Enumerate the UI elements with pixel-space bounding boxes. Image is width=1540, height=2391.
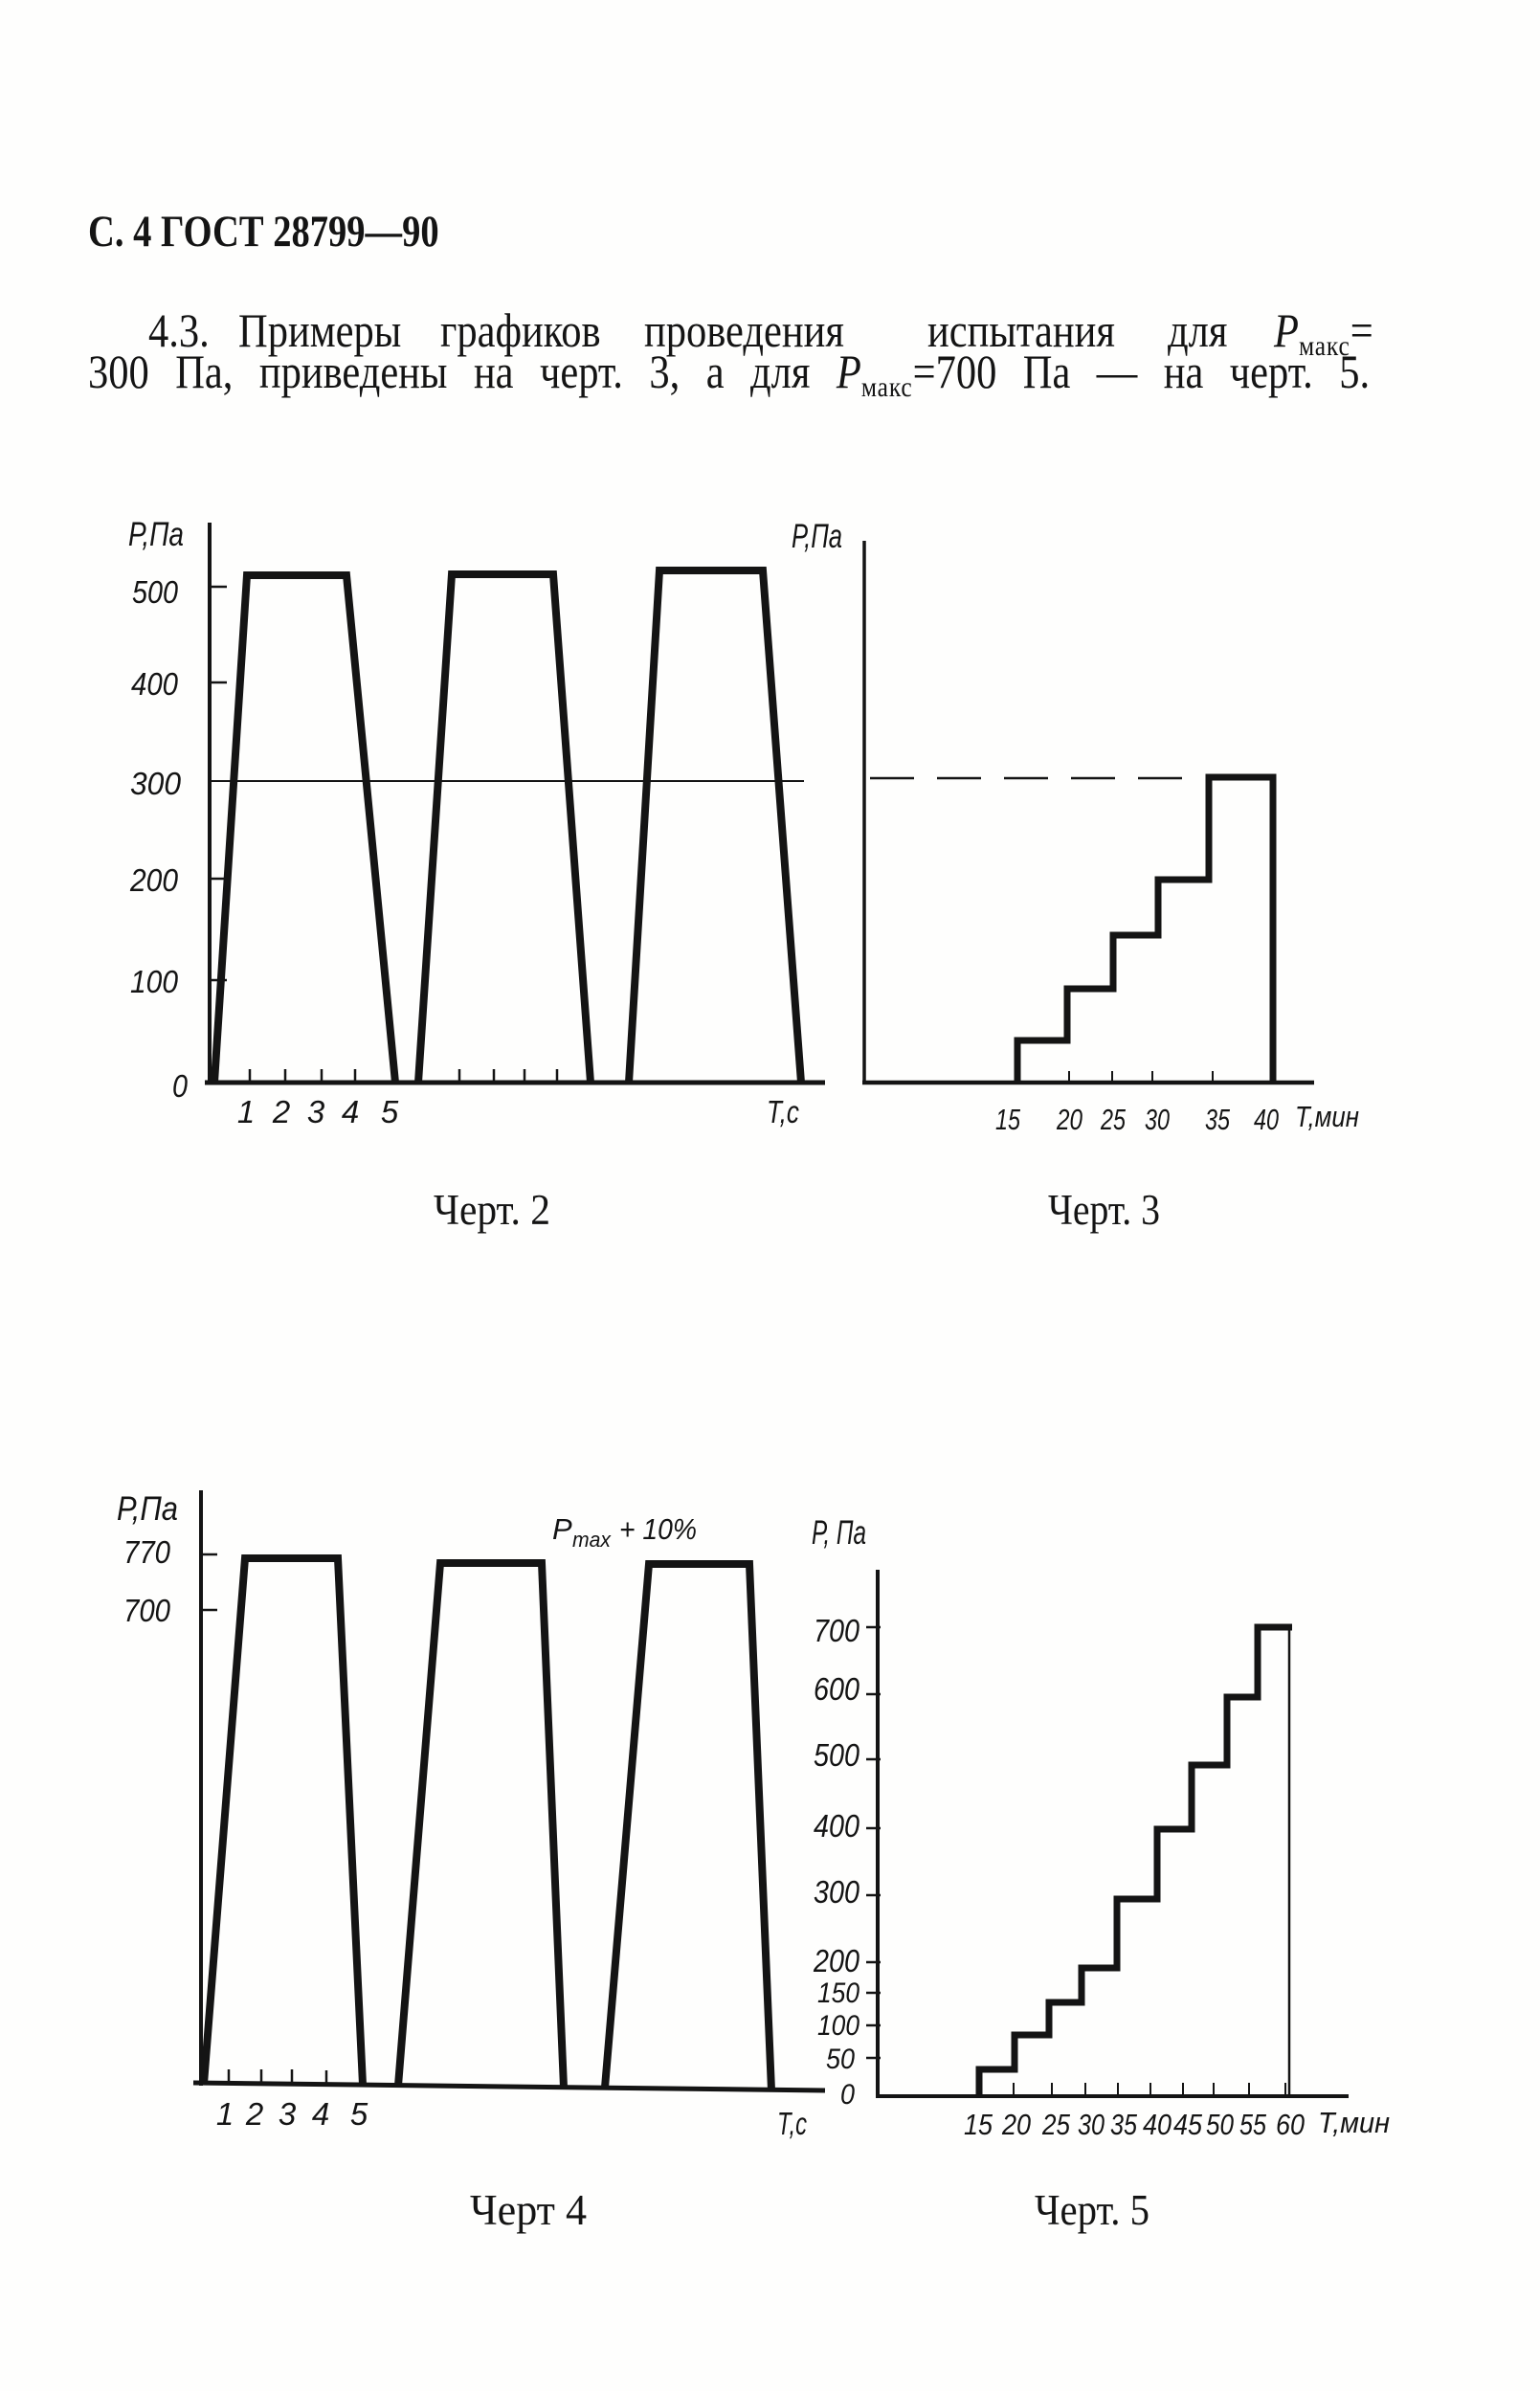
svg-text:20: 20 [1056, 1103, 1082, 1136]
svg-text:500: 500 [814, 1737, 860, 1773]
svg-text:60: 60 [1276, 2108, 1305, 2141]
svg-text:2: 2 [272, 1094, 290, 1129]
svg-text:55: 55 [1239, 2108, 1267, 2141]
svg-text:3: 3 [307, 1094, 325, 1129]
svg-text:Черт. 3: Черт. 3 [1048, 1186, 1160, 1234]
svg-text:Р,Па: Р,Па [117, 1490, 178, 1528]
svg-text:25: 25 [1041, 2108, 1070, 2141]
svg-text:20: 20 [1001, 2108, 1031, 2141]
svg-text:15: 15 [964, 2108, 993, 2141]
svg-text:600: 600 [814, 1671, 860, 1707]
svg-text:100: 100 [817, 2010, 859, 2042]
svg-text:400: 400 [131, 666, 179, 702]
svg-text:Р, Па: Р, Па [812, 1514, 866, 1552]
svg-text:700: 700 [123, 1593, 171, 1628]
svg-text:4: 4 [342, 1094, 359, 1129]
svg-text:3: 3 [279, 2096, 297, 2132]
svg-text:100: 100 [130, 964, 179, 999]
svg-text:300: 300 [130, 766, 182, 801]
svg-text:45: 45 [1173, 2108, 1203, 2141]
svg-text:500: 500 [132, 574, 179, 610]
svg-text:200: 200 [813, 1943, 859, 1978]
svg-text:1: 1 [237, 1094, 255, 1129]
svg-text:40: 40 [1143, 2108, 1172, 2141]
svg-text:Р: Р [552, 1512, 572, 1546]
svg-text:Р,Па: Р,Па [128, 516, 184, 553]
svg-text:Т,с: Т,с [777, 2106, 807, 2141]
svg-text:40: 40 [1254, 1103, 1279, 1136]
svg-text:Черт 4: Черт 4 [470, 2186, 587, 2234]
svg-text:Черт. 2: Черт. 2 [434, 1186, 550, 1234]
svg-text:400: 400 [814, 1808, 860, 1844]
svg-text:Р,Па: Р,Па [792, 518, 842, 555]
svg-text:Т,мин: Т,мин [1318, 2106, 1390, 2139]
svg-text:1: 1 [216, 2096, 234, 2132]
svg-text:35: 35 [1205, 1103, 1231, 1136]
svg-text:max: max [572, 1528, 612, 1552]
svg-text:30: 30 [1145, 1103, 1170, 1136]
svg-text:Т,с: Т,с [767, 1094, 799, 1129]
svg-text:0: 0 [840, 2079, 855, 2111]
svg-text:25: 25 [1100, 1103, 1126, 1136]
svg-text:30: 30 [1078, 2108, 1105, 2141]
svg-text:300: 300 [814, 1874, 860, 1910]
svg-text:+ 10%: + 10% [619, 1512, 697, 1546]
svg-text:5: 5 [350, 2096, 368, 2132]
svg-text:35: 35 [1110, 2108, 1138, 2141]
svg-text:4: 4 [312, 2096, 329, 2132]
svg-text:50: 50 [826, 2044, 855, 2075]
svg-text:770: 770 [123, 1534, 171, 1570]
svg-text:200: 200 [129, 862, 178, 898]
svg-text:700: 700 [814, 1613, 860, 1648]
svg-text:Черт. 5: Черт. 5 [1035, 2186, 1149, 2234]
svg-text:2: 2 [245, 2096, 263, 2132]
svg-text:50: 50 [1206, 2108, 1234, 2141]
svg-text:5: 5 [381, 1094, 399, 1129]
svg-text:Т,мин: Т,мин [1295, 1100, 1359, 1133]
svg-text:150: 150 [817, 1978, 859, 2009]
svg-text:15: 15 [995, 1103, 1021, 1136]
svg-text:0: 0 [172, 1068, 189, 1104]
